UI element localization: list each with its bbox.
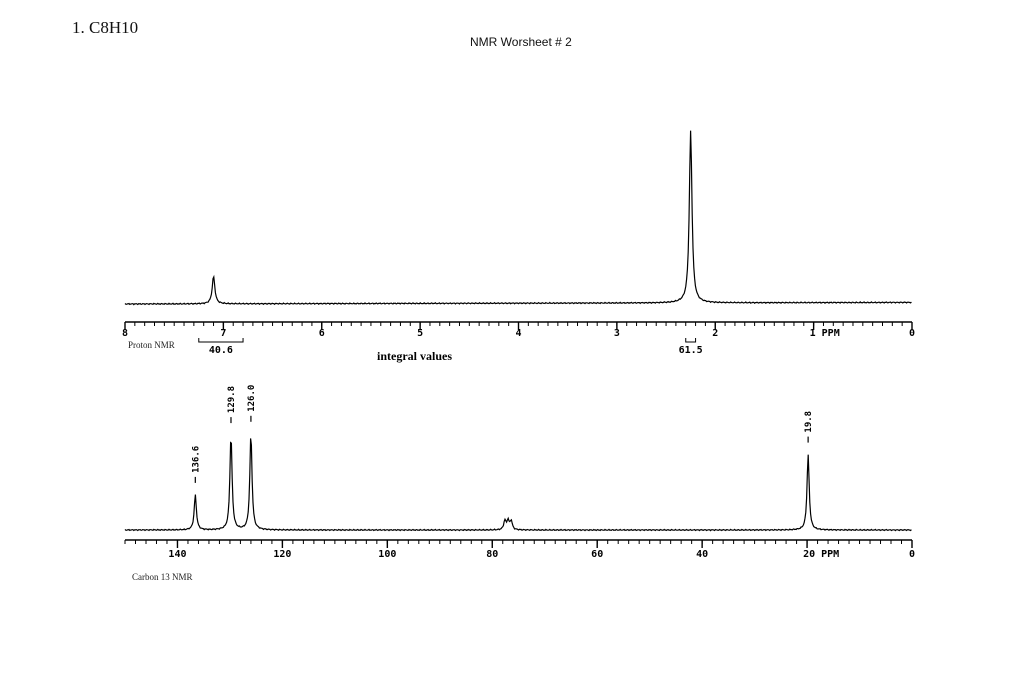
spectrum-trace <box>124 130 912 306</box>
carbon-spectrum: 140 120 100 80 60 40 20 PPM 0 Carbon 13 NMR 136.6… <box>124 385 915 582</box>
spectrum-label: Proton NMR <box>128 340 175 350</box>
tick-label: 0 <box>909 328 915 339</box>
tick-label: 140 <box>168 549 186 560</box>
tick-label: 4 <box>515 328 521 339</box>
integral-bracket <box>685 338 697 343</box>
integral-value: 40.6 <box>209 345 233 356</box>
tick-label: 40 <box>696 549 708 560</box>
integral-annotation: integral values <box>377 349 452 363</box>
tick-label: 20 PPM <box>803 549 839 560</box>
tick-label: 8 <box>122 328 128 339</box>
worksheet-title: NMR Worsheet # 2 <box>470 35 572 49</box>
integral-value: 61.5 <box>679 345 703 356</box>
problem-label: 1. C8H10 <box>72 18 139 37</box>
tick-label: 80 <box>486 549 498 560</box>
tick-label: 1 PPM <box>810 328 840 339</box>
proton-spectrum: 8 7 6 5 4 3 2 1 PPM 0 Proton NMR 40.6 61.5 integral … <box>122 130 915 363</box>
tick-label: 3 <box>614 328 620 339</box>
tick-label: 5 <box>417 328 423 339</box>
tick-label: 2 <box>712 328 718 339</box>
tick-label: 7 <box>220 328 226 339</box>
spectrum-trace <box>124 438 912 532</box>
peak-label: 19.8 <box>804 411 814 433</box>
peak-label: 136.6 <box>191 446 201 473</box>
peak-label: 129.8 <box>227 386 237 413</box>
spectrum-label: Carbon 13 NMR <box>132 572 193 582</box>
integral-bracket <box>198 338 244 343</box>
tick-label: 6 <box>319 328 325 339</box>
tick-label: 60 <box>591 549 603 560</box>
tick-label: 120 <box>273 549 291 560</box>
tick-label: 0 <box>909 549 915 560</box>
tick-label: 100 <box>378 549 396 560</box>
peak-label: 126.0 <box>247 385 257 412</box>
